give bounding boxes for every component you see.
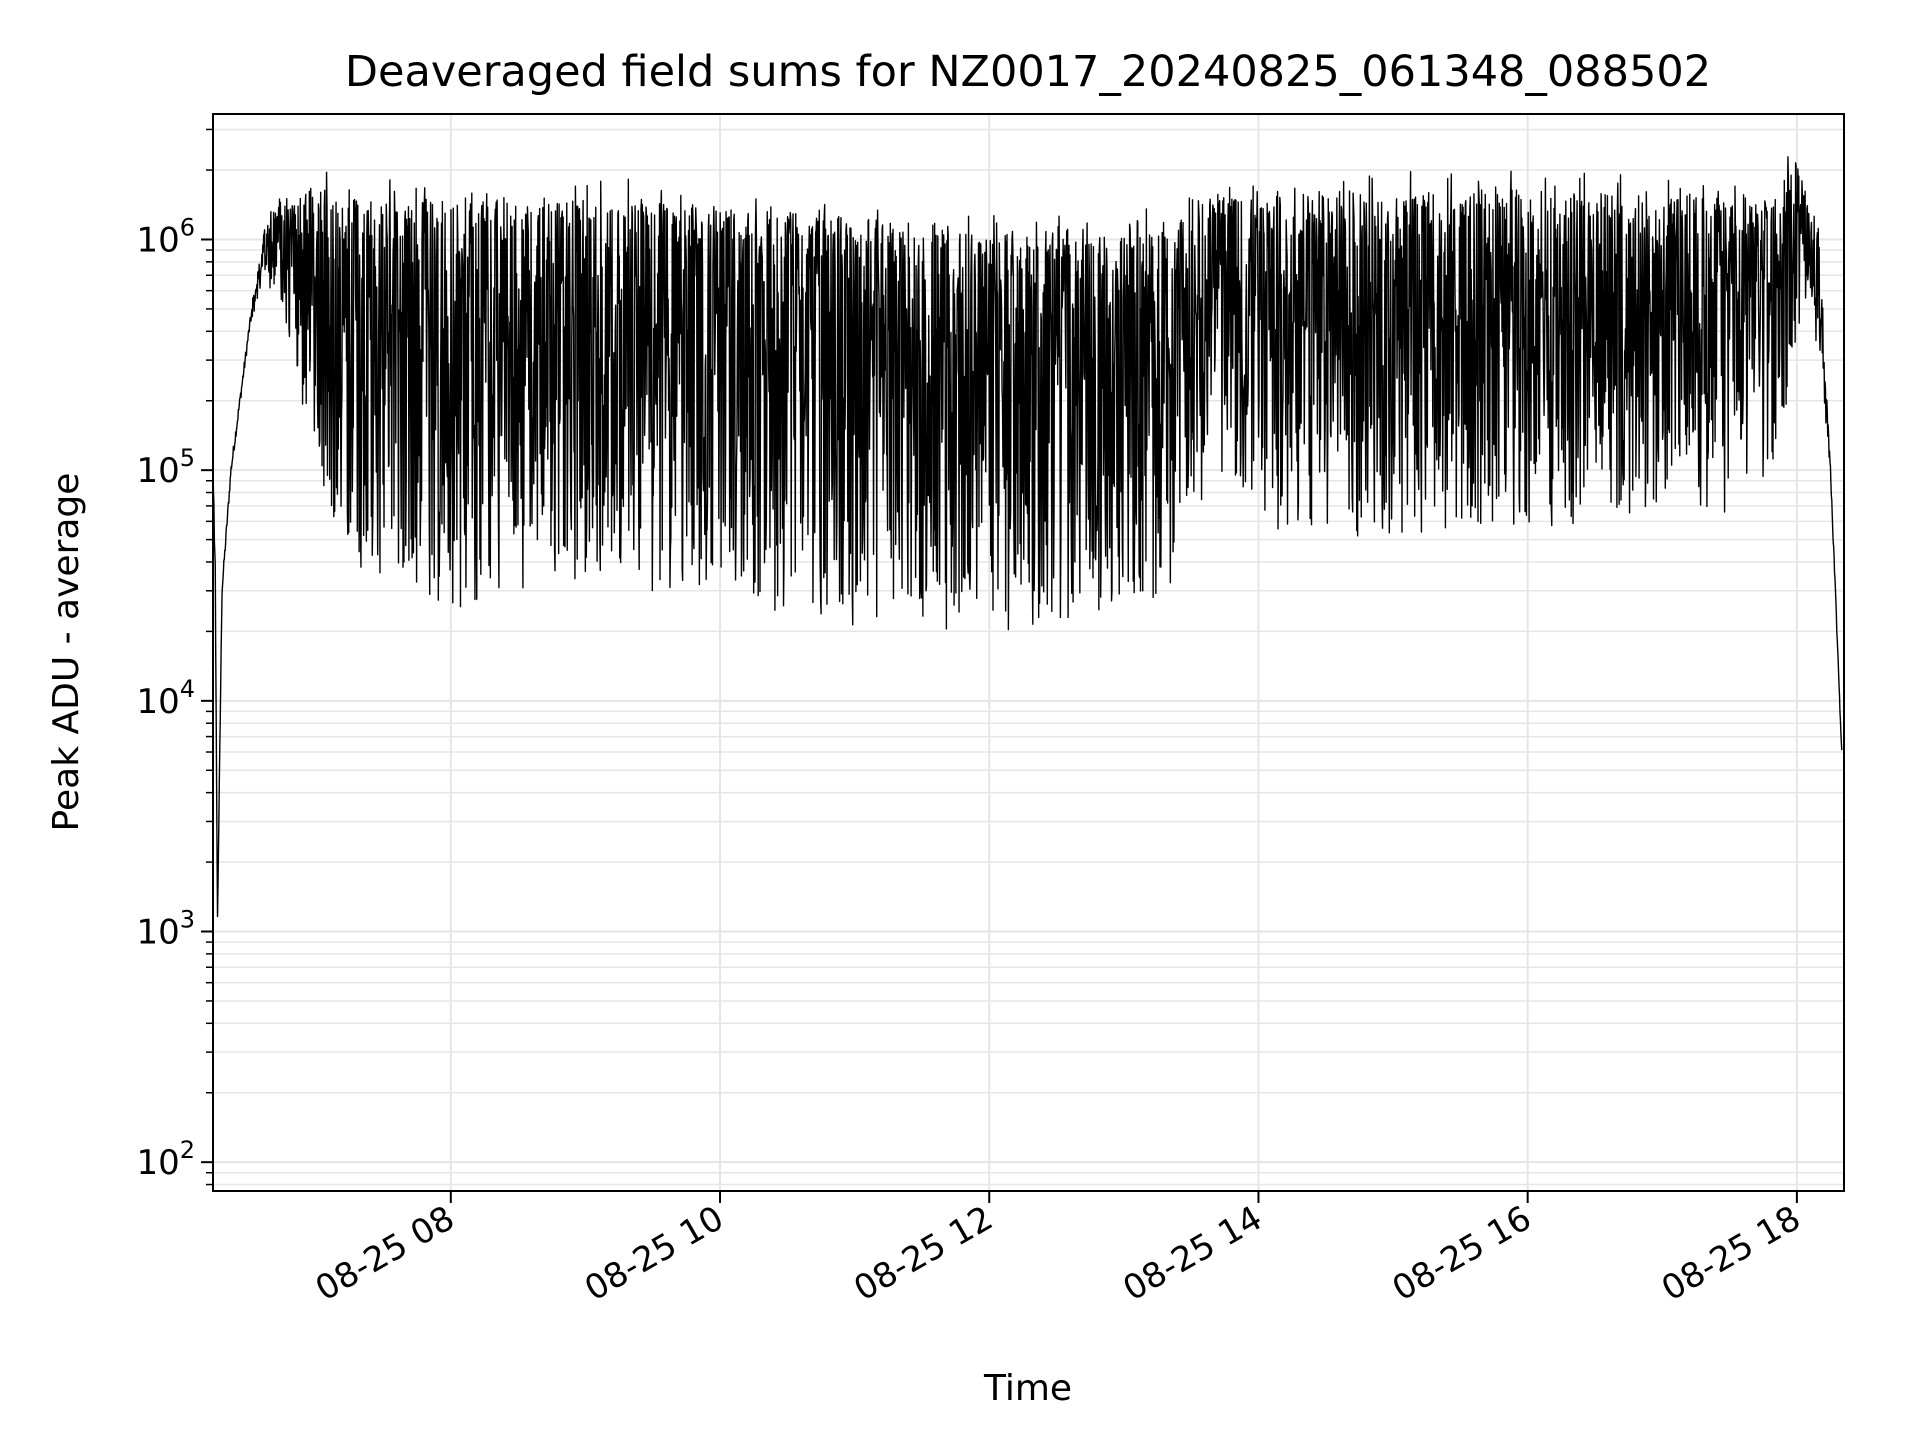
- data-series: [212, 156, 1843, 918]
- y-tick-base: 10: [136, 682, 179, 722]
- x-axis-ticks: [449, 1191, 1798, 1203]
- y-axis-label: Peak ADU - average: [46, 473, 87, 832]
- y-tick-label: 105: [136, 444, 195, 491]
- y-tick-base: 10: [136, 913, 179, 953]
- y-tick-label: 103: [136, 906, 195, 953]
- data-line: [212, 156, 1843, 918]
- y-tick-base: 10: [136, 451, 179, 491]
- y-tick-base: 10: [136, 1143, 179, 1183]
- x-axis-label: Time: [983, 1368, 1072, 1409]
- y-tick-label: 102: [136, 1136, 195, 1183]
- chart-title: Deaveraged field sums for NZ0017_2024082…: [345, 47, 1711, 97]
- y-tick-exponent: 2: [180, 1136, 195, 1164]
- y-tick-exponent: 6: [180, 214, 195, 242]
- plot-frame: [212, 113, 1845, 1192]
- y-tick-exponent: 4: [180, 675, 195, 703]
- y-tick-exponent: 3: [180, 906, 195, 934]
- y-axis-ticks: [201, 128, 213, 1186]
- y-tick-exponent: 5: [180, 444, 195, 472]
- y-tick-label: 104: [136, 675, 195, 722]
- y-tick-base: 10: [136, 221, 179, 261]
- y-tick-label: 106: [136, 214, 195, 261]
